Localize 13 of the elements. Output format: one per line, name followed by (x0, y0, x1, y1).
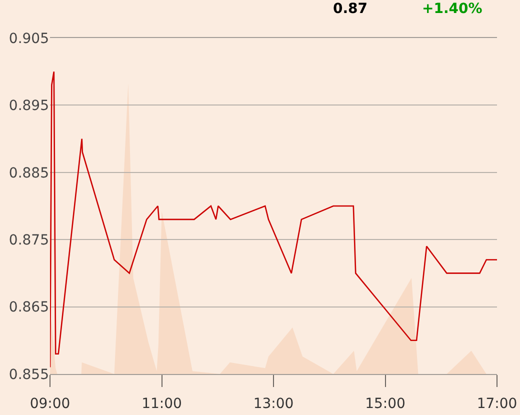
x-tick-label: 09:00 (30, 396, 70, 412)
x-tick-label: 11:00 (142, 396, 182, 412)
y-tick-label: 0.865 (8, 300, 49, 316)
y-tick-label: 0.895 (8, 98, 49, 114)
x-tick-label: 15:00 (365, 396, 406, 412)
text: +1.40% (422, 1, 482, 17)
y-tick-label: 0.885 (8, 165, 49, 182)
y-tick-label: 0.905 (8, 30, 49, 47)
text: 0.87 (333, 1, 368, 17)
x-tick-label: 17:00 (476, 396, 518, 412)
y-tick-label: 0.855 (8, 366, 49, 383)
x-tick-label: 13:00 (253, 396, 294, 412)
y-tick-label: 0.875 (8, 232, 49, 248)
